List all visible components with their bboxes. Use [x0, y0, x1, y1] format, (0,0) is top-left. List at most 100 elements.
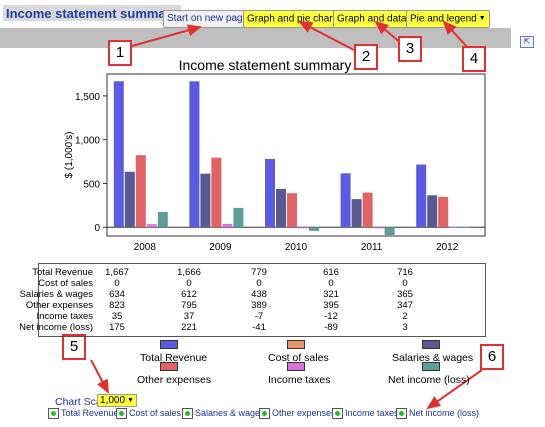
table-row: Income taxes 35 37 -7 -12 2 — [36, 311, 485, 322]
data-table: Total Revenue 1,667 1,666 779 616 716 Cost of … — [19, 263, 486, 337]
table-cell: 0 — [114, 278, 120, 289]
table-row: Other expenses 823 795 389 395 347 — [26, 300, 485, 311]
table-cell: -89 — [324, 322, 338, 333]
table-cell: 3 — [402, 322, 408, 333]
table-cell: 2 — [402, 311, 408, 322]
legend-swatch — [287, 362, 305, 371]
table-cell: -7 — [254, 311, 264, 322]
page-title: Income statement summary — [3, 5, 181, 21]
legend-label: Total Revenue — [140, 352, 208, 364]
checkbox-icon[interactable] — [116, 408, 127, 420]
bar — [113, 81, 124, 228]
table-row: Salaries & wages 634 612 438 321 365 — [20, 289, 485, 300]
chart-scale-select[interactable]: 1,000 ▼ — [97, 394, 137, 407]
y-axis-label: $ (1,000's) — [64, 132, 75, 179]
table-cell: 634 — [109, 289, 125, 300]
callout-3: 3 — [398, 36, 422, 62]
bar — [157, 211, 168, 228]
table-row-label: Cost of sales — [38, 278, 93, 289]
bar — [362, 192, 373, 228]
table-cell: -41 — [252, 322, 266, 333]
series-toggle[interactable]: Salaries & wages — [182, 407, 265, 420]
table-cell: 1,666 — [177, 267, 201, 278]
checkbox-icon[interactable] — [332, 408, 343, 420]
bar — [427, 195, 438, 228]
bar — [265, 159, 275, 228]
chart-scale-value: 1,000 — [100, 395, 126, 407]
series-toggle[interactable]: Cost of sales — [116, 407, 181, 420]
series-toggle[interactable]: Other expenses — [259, 407, 336, 420]
chart-title: Income statement summary — [178, 57, 352, 73]
start-new-page-label: Start on new page — [167, 13, 249, 24]
bar — [287, 193, 297, 228]
bar — [211, 157, 222, 228]
y-tick-label: 1,000 — [75, 136, 100, 147]
legend-label: Other expenses — [137, 374, 212, 386]
bar — [189, 81, 200, 228]
callout-2: 2 — [354, 44, 378, 70]
bar — [233, 207, 244, 228]
table-cell: 321 — [323, 289, 339, 300]
bar — [276, 188, 286, 228]
table-cell: -12 — [324, 311, 338, 322]
bar — [146, 224, 157, 228]
legend-swatch — [422, 362, 440, 371]
checkbox-icon[interactable] — [396, 408, 407, 420]
table-row-label: Other expenses — [25, 300, 93, 311]
expand-icon[interactable]: ⇱ — [520, 36, 534, 48]
table-row-label: Income taxes — [36, 311, 94, 322]
series-toggle[interactable]: Income taxes — [332, 407, 399, 420]
table-cell: 365 — [397, 289, 413, 300]
series-toggle-label: Salaries & wages — [195, 408, 265, 418]
checkbox-icon[interactable] — [182, 408, 193, 420]
bar — [351, 199, 362, 228]
bar — [309, 227, 319, 231]
table-row-label: Net income (loss) — [19, 322, 93, 333]
legend-swatch — [160, 340, 178, 349]
checkbox-icon[interactable] — [259, 408, 270, 420]
x-tick-label: 2011 — [361, 242, 383, 253]
bar — [384, 227, 395, 236]
bar — [222, 224, 233, 228]
table-cell: 395 — [323, 300, 339, 311]
pie-legend-label: Pie and legend — [410, 13, 477, 25]
bar — [298, 227, 308, 229]
dropdown-arrow-icon: ▼ — [478, 15, 486, 22]
series-toggle[interactable]: Total Revenue — [48, 407, 119, 420]
legend-swatch — [160, 362, 178, 371]
table-cell: 823 — [109, 300, 125, 311]
series-toggle-label: Other expenses — [272, 408, 336, 418]
table-cell: 1,667 — [105, 267, 129, 278]
legend-label: Net income (loss) — [388, 374, 470, 386]
table-cell: 438 — [251, 289, 267, 300]
y-tick-label: 500 — [83, 179, 100, 190]
callout-5: 5 — [62, 334, 86, 360]
bar — [449, 227, 460, 229]
x-tick-label: 2012 — [436, 242, 459, 253]
checkbox-icon[interactable] — [48, 408, 59, 420]
legend-swatch — [422, 340, 440, 349]
series-toggle-label: Net income (loss) — [409, 408, 480, 418]
series-toggle-label: Total Revenue — [61, 408, 119, 418]
table-cell: 221 — [181, 322, 197, 333]
callout-6: 6 — [480, 344, 504, 370]
table-cell: 779 — [251, 267, 267, 278]
series-toggle[interactable]: Net income (loss) — [396, 407, 480, 420]
table-cell: 0 — [186, 278, 192, 289]
table-cell: 175 — [109, 322, 125, 333]
bar — [135, 155, 146, 228]
table-cell: 0 — [328, 278, 334, 289]
callout-1: 1 — [108, 40, 132, 66]
x-tick-label: 2010 — [285, 242, 308, 253]
table-cell: 616 — [323, 267, 339, 278]
bar — [416, 164, 427, 228]
table-cell: 0 — [402, 278, 408, 289]
bar — [200, 173, 211, 228]
graph-data-label: Graph and data — [337, 13, 407, 25]
legend-label: Income taxes — [268, 374, 331, 386]
bar — [373, 227, 384, 229]
bar — [460, 226, 471, 228]
series-toggle-label: Income taxes — [345, 408, 399, 418]
bar — [124, 171, 135, 228]
